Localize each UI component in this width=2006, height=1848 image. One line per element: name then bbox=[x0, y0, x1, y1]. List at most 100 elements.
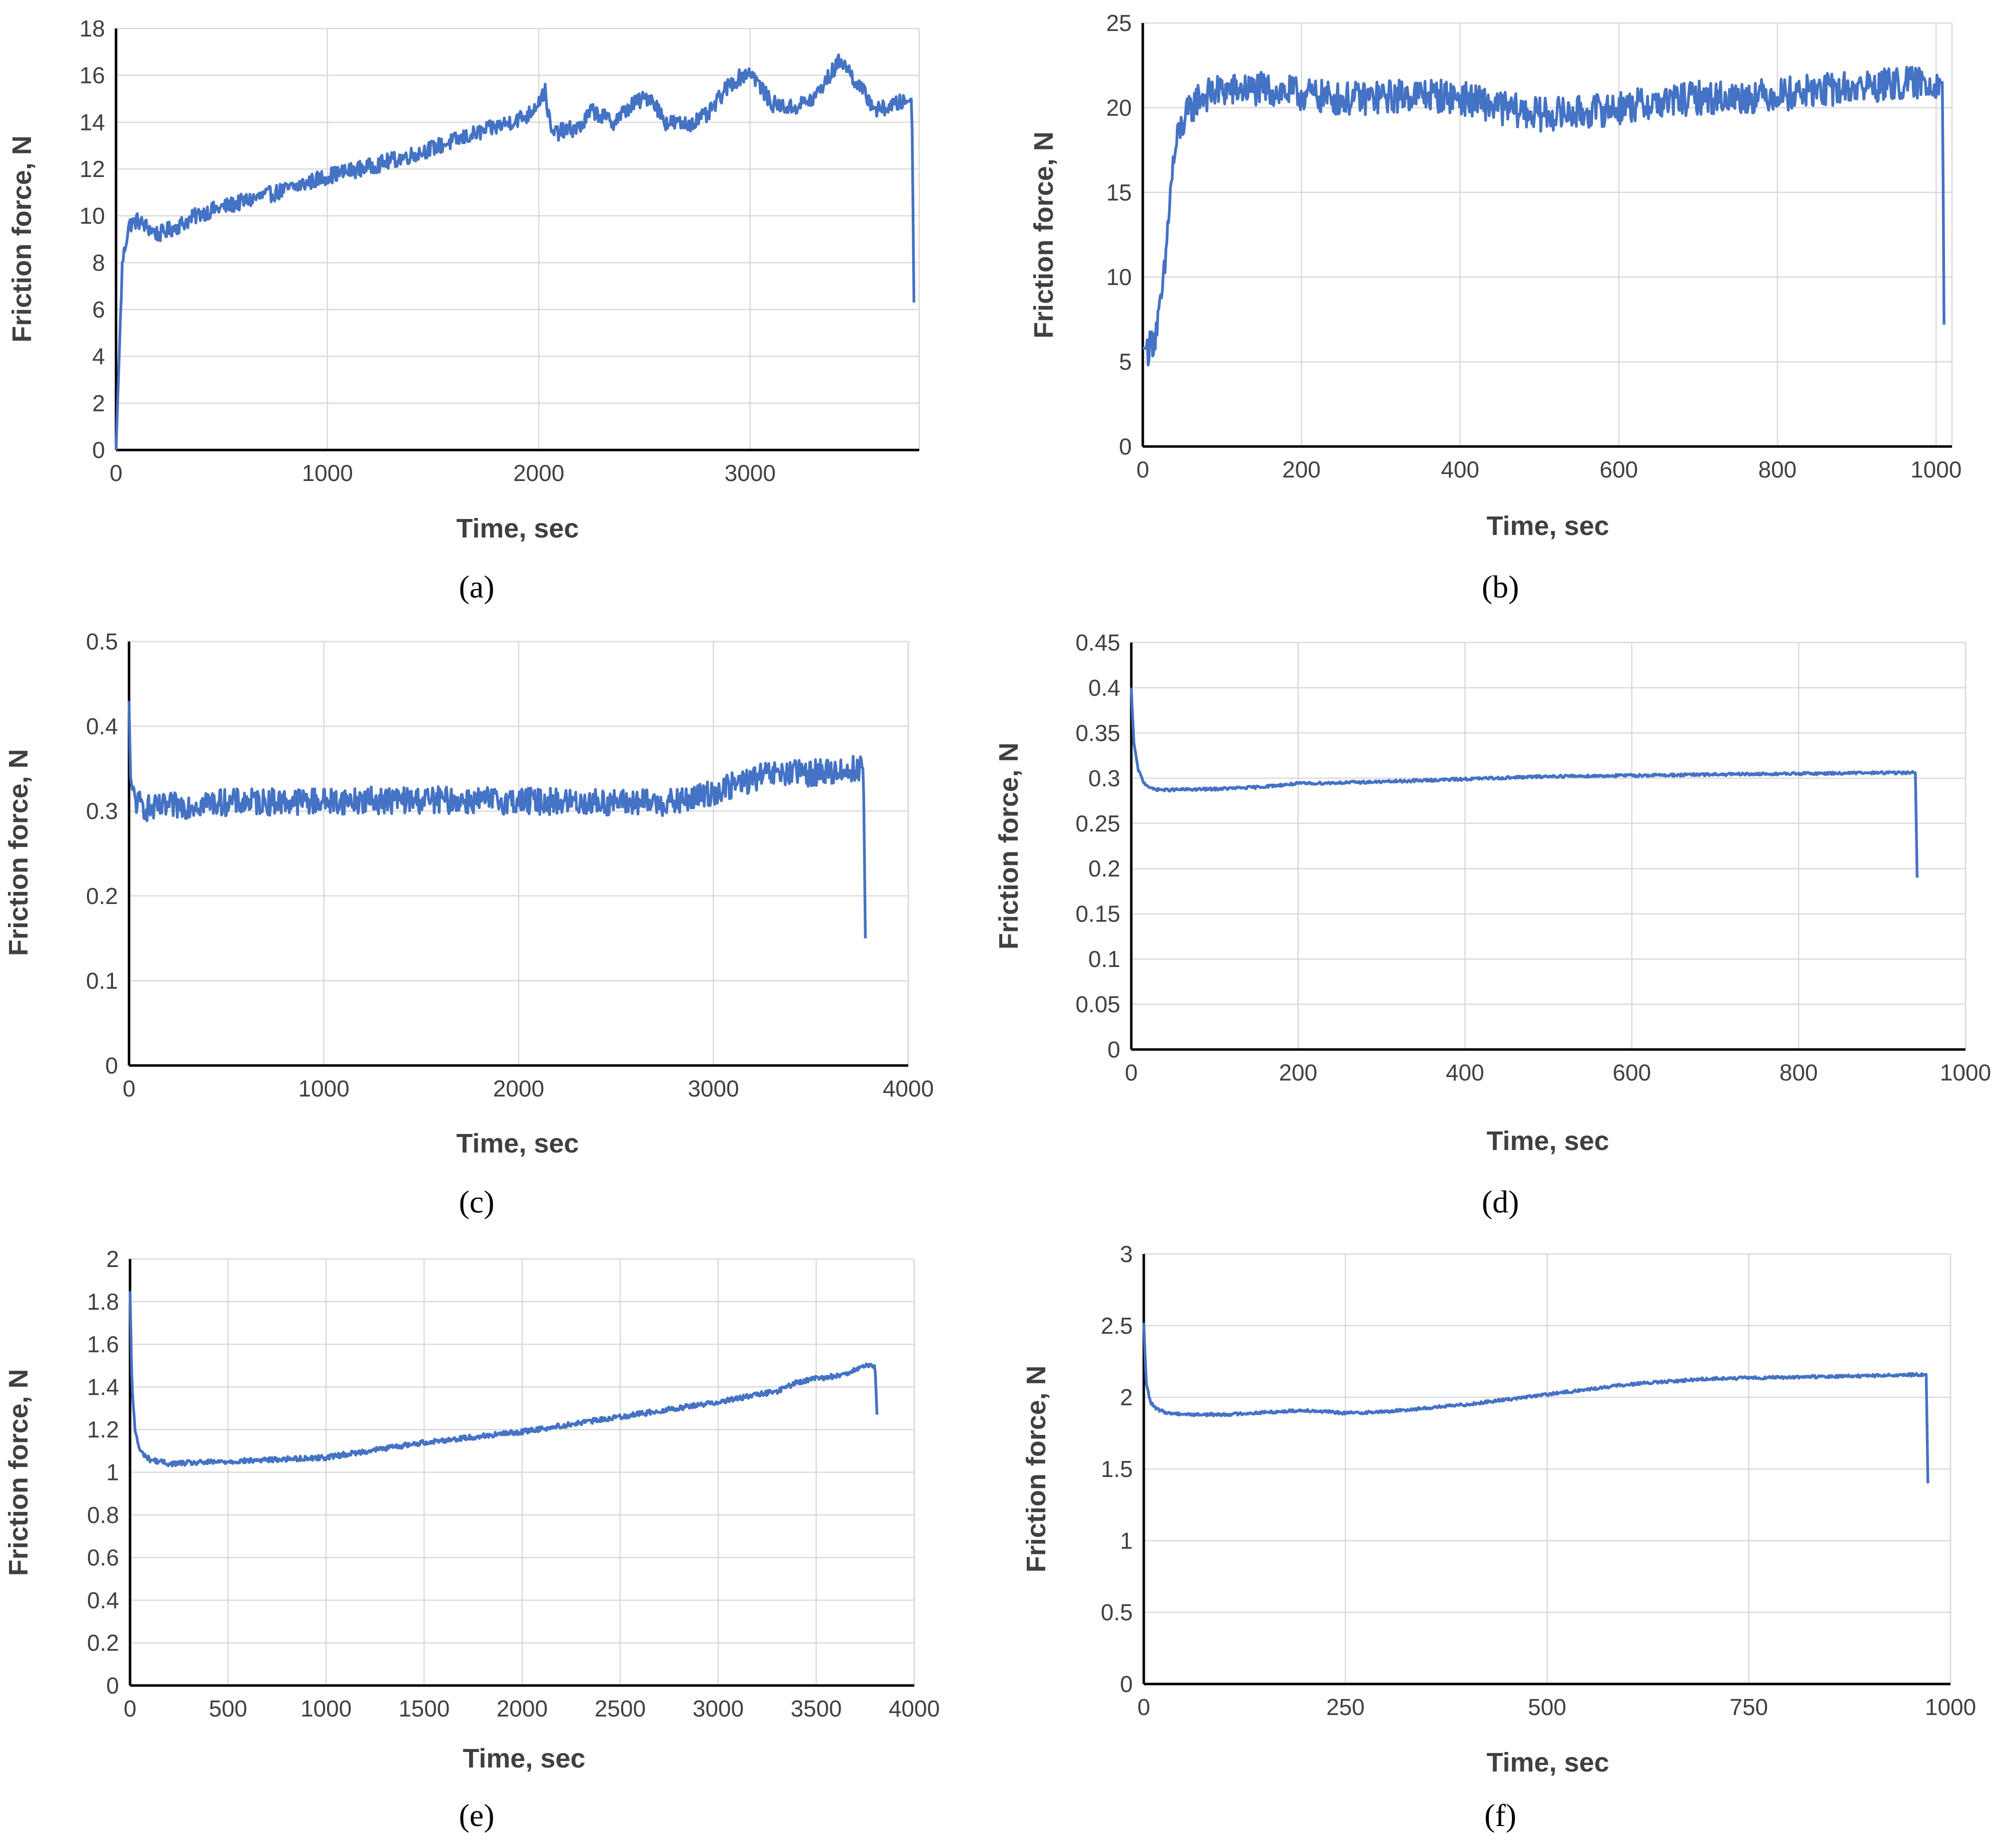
y-axis-title: Friction force, N bbox=[994, 742, 1024, 950]
x-tick-label: 0 bbox=[1137, 1694, 1150, 1720]
series-line-friction-force bbox=[129, 1290, 879, 1468]
x-tick-label: 3500 bbox=[791, 1696, 842, 1722]
y-tick-label: 2 bbox=[1120, 1384, 1133, 1410]
y-tick-label: 2.5 bbox=[1101, 1312, 1133, 1338]
y-tick-label: 0.35 bbox=[1075, 720, 1120, 746]
x-tick-label: 1000 bbox=[301, 1696, 352, 1722]
x-tick-label: 0 bbox=[123, 1076, 136, 1102]
x-tick-label: 1000 bbox=[1910, 456, 1961, 482]
x-tick-label: 800 bbox=[1758, 456, 1797, 482]
x-tick-label: 600 bbox=[1612, 1060, 1651, 1086]
x-axis-title: Time, sec bbox=[463, 1744, 585, 1774]
x-tick-label: 1000 bbox=[302, 460, 353, 486]
x-tick-label: 4000 bbox=[889, 1696, 940, 1722]
y-tick-label: 0 bbox=[1119, 434, 1132, 460]
y-axis-title: Friction force, N bbox=[4, 1369, 34, 1576]
panel-caption: (a) bbox=[459, 569, 494, 604]
y-tick-label: 4 bbox=[92, 344, 105, 370]
x-tick-label: 3000 bbox=[693, 1696, 744, 1722]
y-tick-label: 0.1 bbox=[1088, 946, 1120, 972]
x-tick-label: 0 bbox=[1125, 1060, 1138, 1086]
y-tick-label: 16 bbox=[80, 62, 105, 88]
x-axis-title: Time, sec bbox=[456, 1128, 579, 1158]
y-tick-label: 0.3 bbox=[1088, 765, 1120, 791]
x-tick-label: 1500 bbox=[399, 1696, 450, 1722]
x-tick-label: 200 bbox=[1282, 456, 1321, 482]
x-tick-label: 0 bbox=[124, 1696, 137, 1722]
y-tick-label: 0.15 bbox=[1075, 901, 1120, 927]
y-tick-label: 0.5 bbox=[86, 628, 118, 654]
x-tick-label: 200 bbox=[1279, 1060, 1317, 1086]
y-tick-label: 0.45 bbox=[1075, 630, 1120, 656]
y-tick-label: 0 bbox=[1120, 1671, 1133, 1697]
series-line-friction-force bbox=[1142, 1322, 1929, 1484]
x-tick-label: 3000 bbox=[688, 1076, 739, 1102]
y-tick-label: 3 bbox=[1120, 1241, 1133, 1267]
panel-caption: (c) bbox=[459, 1184, 494, 1220]
x-axis-title: Time, sec bbox=[1486, 511, 1609, 541]
y-axis-title: Friction force, N bbox=[1021, 1366, 1051, 1572]
x-axis-title: Time, sec bbox=[1486, 1126, 1609, 1156]
y-tick-label: 6 bbox=[92, 296, 105, 322]
y-tick-label: 12 bbox=[80, 156, 105, 182]
series-line-friction-force bbox=[1130, 688, 1919, 878]
x-axis-title: Time, sec bbox=[1486, 1748, 1609, 1778]
x-tick-label: 2000 bbox=[513, 460, 564, 486]
x-tick-label: 2000 bbox=[493, 1076, 544, 1102]
y-tick-label: 0 bbox=[106, 1672, 119, 1698]
y-tick-label: 0.25 bbox=[1075, 810, 1120, 836]
x-tick-label: 2500 bbox=[595, 1696, 646, 1722]
x-tick-label: 500 bbox=[209, 1696, 248, 1722]
panel-caption: (e) bbox=[459, 1798, 494, 1833]
y-tick-label: 18 bbox=[80, 16, 105, 42]
y-tick-label: 0.2 bbox=[87, 1630, 119, 1656]
y-tick-label: 0.2 bbox=[86, 883, 118, 909]
panel-caption: (f) bbox=[1484, 1798, 1516, 1833]
y-tick-label: 0.3 bbox=[86, 798, 118, 824]
y-tick-label: 0.6 bbox=[87, 1544, 119, 1570]
x-axis-title: Time, sec bbox=[456, 514, 579, 544]
series-line-friction-force bbox=[128, 700, 867, 938]
y-tick-label: 0.2 bbox=[1088, 856, 1120, 882]
chart-a: 0 1000 2000 3000 0 2 4 6 8 10 12 14 16 18 Time, sec Fri… bbox=[7, 16, 920, 604]
y-tick-label: 0.8 bbox=[87, 1502, 119, 1528]
y-tick-label: 5 bbox=[1119, 349, 1132, 375]
y-tick-label: 0.4 bbox=[86, 714, 118, 740]
y-tick-label: 20 bbox=[1106, 94, 1132, 120]
series-line-friction-force bbox=[1142, 66, 1945, 366]
chart-f: 0 250 500 750 1000 0 0.5 1 1.5 2 2.5 3 Time, sec Fric… bbox=[1021, 1241, 1976, 1833]
y-tick-label: 1 bbox=[106, 1460, 119, 1486]
x-tick-label: 4000 bbox=[883, 1076, 934, 1102]
y-tick-label: 1 bbox=[1120, 1528, 1133, 1554]
y-tick-label: 1.2 bbox=[87, 1416, 119, 1442]
y-tick-label: 0.05 bbox=[1075, 992, 1120, 1018]
series-line-friction-force bbox=[115, 53, 916, 450]
x-tick-label: 250 bbox=[1326, 1694, 1365, 1720]
y-tick-label: 0 bbox=[92, 437, 105, 463]
y-tick-label: 10 bbox=[1106, 264, 1132, 290]
y-tick-label: 1.6 bbox=[87, 1332, 119, 1358]
y-axis-title: Friction force, N bbox=[4, 749, 34, 956]
y-tick-label: 1.4 bbox=[87, 1374, 119, 1400]
y-tick-label: 2 bbox=[106, 1246, 119, 1272]
panel-caption: (b) bbox=[1482, 569, 1519, 604]
y-axis-title: Friction force, N bbox=[7, 136, 37, 342]
x-tick-label: 800 bbox=[1779, 1060, 1818, 1086]
y-tick-label: 15 bbox=[1106, 180, 1132, 206]
y-tick-label: 2 bbox=[92, 390, 105, 416]
x-tick-label: 2000 bbox=[497, 1696, 548, 1722]
y-tick-label: 1.5 bbox=[1101, 1456, 1133, 1482]
x-tick-label: 400 bbox=[1446, 1060, 1484, 1086]
panel-caption: (d) bbox=[1482, 1184, 1519, 1220]
chart-d: 0 200 400 600 800 1000 0 0.05 0.1 0.15 0.2 0.25 0.3 0… bbox=[994, 630, 1991, 1220]
chart-b: 0 200 400 600 800 1000 0 5 10 15 20 25 Time, sec Fric… bbox=[1029, 10, 1961, 604]
x-tick-label: 500 bbox=[1528, 1694, 1566, 1720]
y-tick-label: 0.4 bbox=[1088, 674, 1120, 700]
x-tick-label: 0 bbox=[110, 460, 123, 486]
y-tick-label: 8 bbox=[92, 250, 105, 276]
x-tick-label: 750 bbox=[1729, 1694, 1768, 1720]
chart-e: 0 500 1000 1500 2000 2500 3000 3500 4000 0 0.2 0.4 0… bbox=[4, 1246, 940, 1833]
x-tick-label: 0 bbox=[1136, 456, 1149, 482]
y-tick-label: 25 bbox=[1106, 10, 1132, 36]
